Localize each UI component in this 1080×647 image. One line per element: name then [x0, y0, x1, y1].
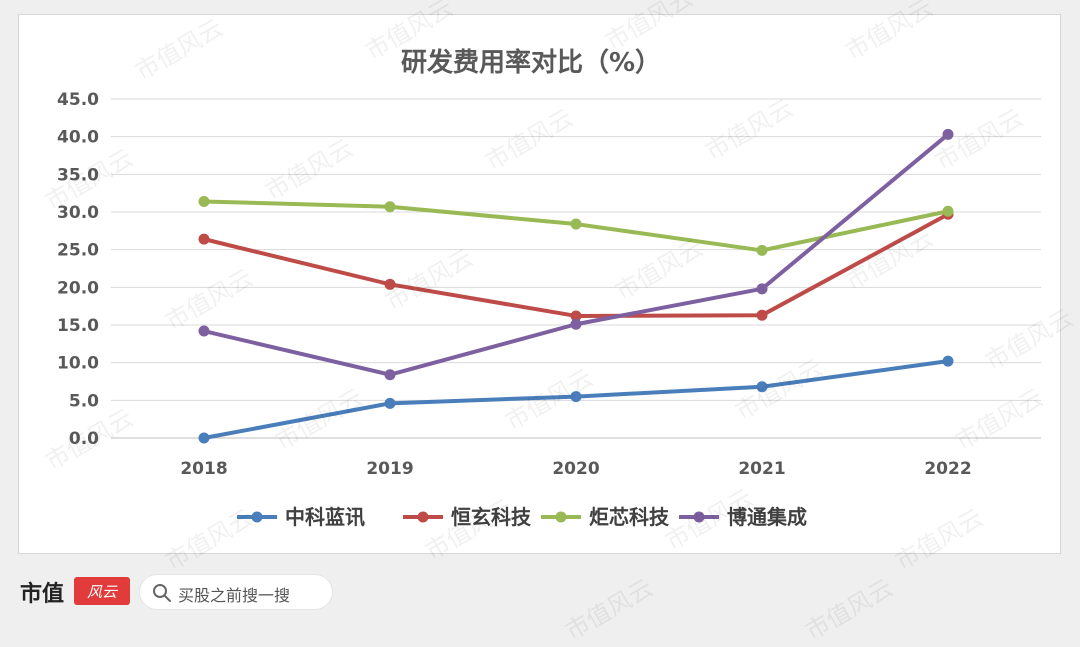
y-tick-label: 35.0: [57, 165, 99, 185]
y-tick-label: 15.0: [57, 316, 99, 336]
y-axis-ticks: 0.0 5.0 10.0 15.0 20.0 25.0 30.0 35.0 40.0 45.0: [57, 90, 99, 449]
series-中科蓝讯: [198, 355, 954, 444]
legend-swatch-marker: [417, 511, 429, 523]
legend-swatch-marker: [555, 511, 567, 523]
data-point: [198, 195, 210, 207]
search-icon: [153, 584, 171, 602]
legend-label: 中科蓝讯: [285, 505, 365, 529]
y-tick-label: 40.0: [57, 128, 99, 148]
legend-item: 恒玄科技: [403, 505, 532, 529]
series-博通集成: [198, 128, 954, 381]
y-tick-label: 5.0: [69, 391, 99, 411]
x-tick-label: 2020: [552, 459, 599, 479]
legend-label: 恒玄科技: [451, 505, 532, 529]
legend-item: 博通集成: [679, 505, 807, 529]
watermark: 市值风云: [800, 573, 898, 646]
data-point: [942, 355, 954, 367]
series-恒玄科技: [198, 208, 954, 322]
brand-logo-badge: 风云: [74, 577, 130, 605]
data-point: [570, 318, 582, 330]
data-point: [756, 244, 768, 256]
legend: 中科蓝讯 恒玄科技 炬芯科技 博通集成: [237, 505, 807, 529]
data-point: [570, 391, 582, 403]
chart-card: 研发费用率对比（%） 0.0 5.0 10.0 15.0 20.0 25.0 30.0 35.…: [18, 14, 1061, 554]
chart-title: 研发费用率对比（%）: [401, 47, 661, 78]
y-tick-label: 0.0: [69, 429, 99, 449]
gridlines: [111, 98, 1041, 439]
y-tick-label: 25.0: [57, 241, 99, 261]
brand-badge-text: 风云: [87, 583, 118, 601]
data-point: [384, 201, 396, 213]
watermark: 市值风云: [560, 573, 658, 646]
brand-logo-text: 市值: [20, 582, 65, 607]
legend-label: 炬芯科技: [589, 505, 670, 529]
data-point: [384, 278, 396, 290]
x-tick-label: 2019: [366, 459, 413, 479]
search-placeholder: 买股之前搜一搜: [178, 586, 291, 605]
data-point: [570, 310, 582, 322]
legend-swatch-marker: [693, 511, 705, 523]
data-point: [384, 397, 396, 409]
data-point: [198, 325, 210, 337]
data-point: [942, 128, 954, 140]
search-box[interactable]: 买股之前搜一搜: [140, 575, 332, 609]
legend-item: 中科蓝讯: [237, 505, 365, 529]
data-point: [384, 369, 396, 381]
y-tick-label: 30.0: [57, 203, 99, 223]
x-tick-label: 2022: [924, 459, 971, 479]
data-point: [198, 432, 210, 444]
series: [198, 128, 954, 444]
footer: 市值 风云 买股之前搜一搜: [18, 572, 418, 612]
legend-label: 博通集成: [727, 505, 807, 529]
data-point: [570, 218, 582, 230]
data-point: [942, 205, 954, 217]
legend-swatch-marker: [251, 511, 263, 523]
data-point: [198, 233, 210, 245]
data-point: [756, 381, 768, 393]
x-tick-label: 2021: [738, 459, 785, 479]
data-point: [756, 309, 768, 321]
y-tick-label: 10.0: [57, 354, 99, 374]
line-chart: 研发费用率对比（%） 0.0 5.0 10.0 15.0 20.0 25.0 30.0 35.…: [57, 47, 1041, 529]
series-line: [202, 132, 950, 377]
data-point: [756, 283, 768, 295]
x-axis-ticks: 2018 2019 2020 2021 2022: [180, 459, 971, 479]
legend-item: 炬芯科技: [541, 505, 670, 529]
y-tick-label: 20.0: [57, 278, 99, 298]
y-tick-label: 45.0: [57, 90, 99, 110]
x-tick-label: 2018: [180, 459, 227, 479]
